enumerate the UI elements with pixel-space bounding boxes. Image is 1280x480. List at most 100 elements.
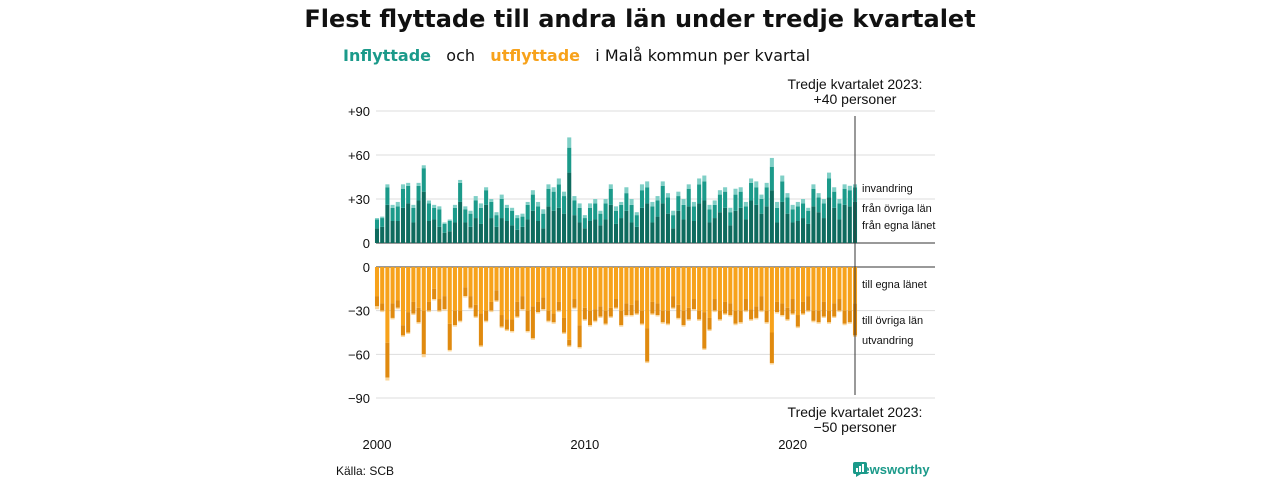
- bar-out-emigration: [639, 323, 645, 326]
- bar-in-other-counties: [826, 178, 832, 198]
- bar-out-emigration: [536, 312, 541, 314]
- bar-in-own-county: [411, 222, 416, 243]
- bar-in-other-counties: [660, 185, 665, 204]
- bar-in-own-county: [671, 228, 676, 243]
- bar-out-emigration: [691, 309, 696, 311]
- bar-out-emigration: [406, 332, 411, 334]
- bar-in-immigration: [411, 204, 416, 208]
- bar-in-immigration: [478, 203, 483, 208]
- bar-in-own-county: [785, 213, 790, 243]
- bar-out-own-county: [769, 267, 774, 333]
- y-tick-label-bottom: −90: [348, 391, 370, 406]
- bar-in-own-county: [406, 203, 411, 243]
- bar-out-other-counties: [738, 310, 743, 323]
- bar-out-other-counties: [764, 310, 769, 323]
- bar-in-other-counties: [816, 197, 821, 213]
- bar-out-own-county: [536, 267, 541, 302]
- bar-out-other-counties: [562, 317, 567, 333]
- bar-in-immigration: [593, 199, 598, 204]
- bar-out-own-county: [442, 267, 447, 297]
- bar-in-immigration: [608, 184, 613, 189]
- bar-out-other-counties: [681, 310, 686, 326]
- bar-in-other-counties: [541, 213, 546, 229]
- bar-out-emigration: [395, 307, 400, 310]
- bar-out-emigration: [432, 299, 437, 301]
- bar-in-own-county: [577, 222, 582, 243]
- bar-in-own-county: [826, 197, 832, 243]
- bar-in-own-county: [567, 172, 572, 243]
- bar-in-own-county: [426, 221, 431, 243]
- bar-in-own-county: [520, 226, 525, 243]
- y-tick-label-top: +90: [348, 104, 370, 119]
- bar-out-other-counties: [842, 310, 847, 324]
- bar-in-own-county: [556, 207, 561, 243]
- bar-out-emigration: [842, 323, 847, 326]
- bar-out-own-county: [832, 267, 837, 304]
- bar-in-immigration: [567, 137, 572, 148]
- bar-out-own-county: [374, 267, 380, 297]
- bar-out-emigration: [826, 322, 832, 324]
- subtitle-rest: i Malå kommun per kvartal: [595, 46, 811, 65]
- bar-out-other-counties: [587, 310, 593, 326]
- bar-in-immigration: [468, 210, 473, 214]
- bar-in-immigration: [432, 204, 437, 208]
- bar-out-other-counties: [832, 303, 837, 317]
- bar-in-other-counties: [421, 168, 426, 192]
- bar-out-emigration: [593, 320, 598, 323]
- bar-out-other-counties: [717, 310, 722, 320]
- bar-out-own-county: [406, 267, 411, 313]
- bar-in-own-county: [447, 231, 452, 243]
- bar-in-other-counties: [395, 206, 400, 221]
- bar-in-other-counties: [525, 204, 530, 220]
- bar-out-other-counties: [780, 303, 785, 316]
- bar-out-own-county: [629, 267, 634, 305]
- bar-in-own-county: [468, 226, 473, 243]
- bar-in-own-county: [775, 222, 780, 243]
- bar-out-emigration: [749, 319, 754, 321]
- bar-out-other-counties: [645, 328, 650, 362]
- bar-in-other-counties: [426, 203, 431, 221]
- bar-out-other-counties: [712, 299, 717, 311]
- bar-in-immigration: [759, 194, 764, 199]
- bar-out-own-county: [780, 267, 785, 304]
- brand-name: Newsworthy: [853, 462, 930, 477]
- bar-in-own-county: [510, 225, 515, 243]
- annotation-bottom-line2: −50 personer: [814, 419, 897, 435]
- bar-out-emigration: [665, 323, 670, 326]
- bar-out-own-county: [613, 267, 619, 300]
- bar-in-immigration: [842, 184, 847, 189]
- bar-in-other-counties: [385, 187, 390, 205]
- bar-out-emigration: [510, 331, 515, 333]
- bar-in-other-counties: [510, 210, 515, 226]
- bar-out-own-county: [385, 267, 390, 343]
- bar-out-emigration: [494, 300, 499, 302]
- bar-in-other-counties: [775, 207, 780, 223]
- x-tick-label: 2020: [778, 437, 807, 452]
- bar-out-emigration: [790, 313, 795, 316]
- bar-out-other-counties: [790, 299, 795, 314]
- bar-out-own-county: [484, 267, 489, 311]
- bar-out-emigration: [374, 306, 380, 310]
- bar-out-other-counties: [707, 317, 712, 330]
- bar-out-emigration: [837, 310, 842, 313]
- bar-out-emigration: [650, 313, 655, 316]
- bar-in-other-counties: [484, 190, 489, 205]
- bar-out-own-county: [468, 267, 473, 297]
- bar-in-own-county: [697, 203, 702, 243]
- bar-out-own-county: [556, 267, 561, 302]
- bar-in-immigration: [826, 172, 832, 179]
- bar-out-own-county: [562, 267, 567, 318]
- bar-in-immigration: [795, 201, 800, 207]
- bar-in-own-county: [717, 212, 722, 243]
- bar-out-other-counties: [691, 299, 696, 310]
- x-tick-label: 2000: [363, 437, 392, 452]
- bar-out-other-counties: [806, 296, 811, 311]
- bar-in-own-county: [452, 222, 457, 243]
- subtitle-inflow-label: Inflyttade: [343, 46, 432, 65]
- bar-in-other-counties: [458, 182, 463, 202]
- bar-out-other-counties: [743, 299, 748, 311]
- bar-out-emigration: [421, 354, 426, 358]
- bar-in-own-county: [681, 219, 686, 243]
- bar-out-emigration: [676, 317, 681, 320]
- bar-out-emigration: [624, 315, 629, 317]
